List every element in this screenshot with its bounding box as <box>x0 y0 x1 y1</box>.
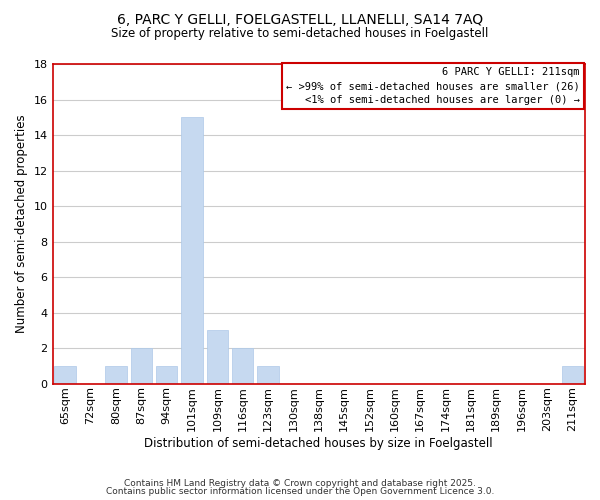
Text: Contains HM Land Registry data © Crown copyright and database right 2025.: Contains HM Land Registry data © Crown c… <box>124 478 476 488</box>
Text: 6 PARC Y GELLI: 211sqm
← >99% of semi-detached houses are smaller (26)
<1% of se: 6 PARC Y GELLI: 211sqm ← >99% of semi-de… <box>286 67 580 105</box>
Text: Contains public sector information licensed under the Open Government Licence 3.: Contains public sector information licen… <box>106 487 494 496</box>
Bar <box>156 366 178 384</box>
Bar <box>181 118 203 384</box>
Bar <box>562 366 583 384</box>
Bar <box>257 366 279 384</box>
Bar <box>105 366 127 384</box>
Text: 6, PARC Y GELLI, FOELGASTELL, LLANELLI, SA14 7AQ: 6, PARC Y GELLI, FOELGASTELL, LLANELLI, … <box>117 12 483 26</box>
Text: Size of property relative to semi-detached houses in Foelgastell: Size of property relative to semi-detach… <box>112 28 488 40</box>
Bar <box>206 330 228 384</box>
X-axis label: Distribution of semi-detached houses by size in Foelgastell: Distribution of semi-detached houses by … <box>145 437 493 450</box>
Bar <box>232 348 253 384</box>
Y-axis label: Number of semi-detached properties: Number of semi-detached properties <box>15 114 28 333</box>
Bar <box>55 366 76 384</box>
Bar <box>131 348 152 384</box>
